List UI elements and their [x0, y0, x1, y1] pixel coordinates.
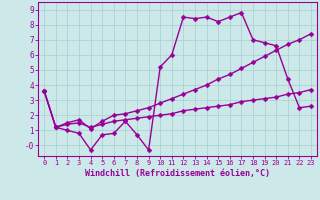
X-axis label: Windchill (Refroidissement éolien,°C): Windchill (Refroidissement éolien,°C): [85, 169, 270, 178]
